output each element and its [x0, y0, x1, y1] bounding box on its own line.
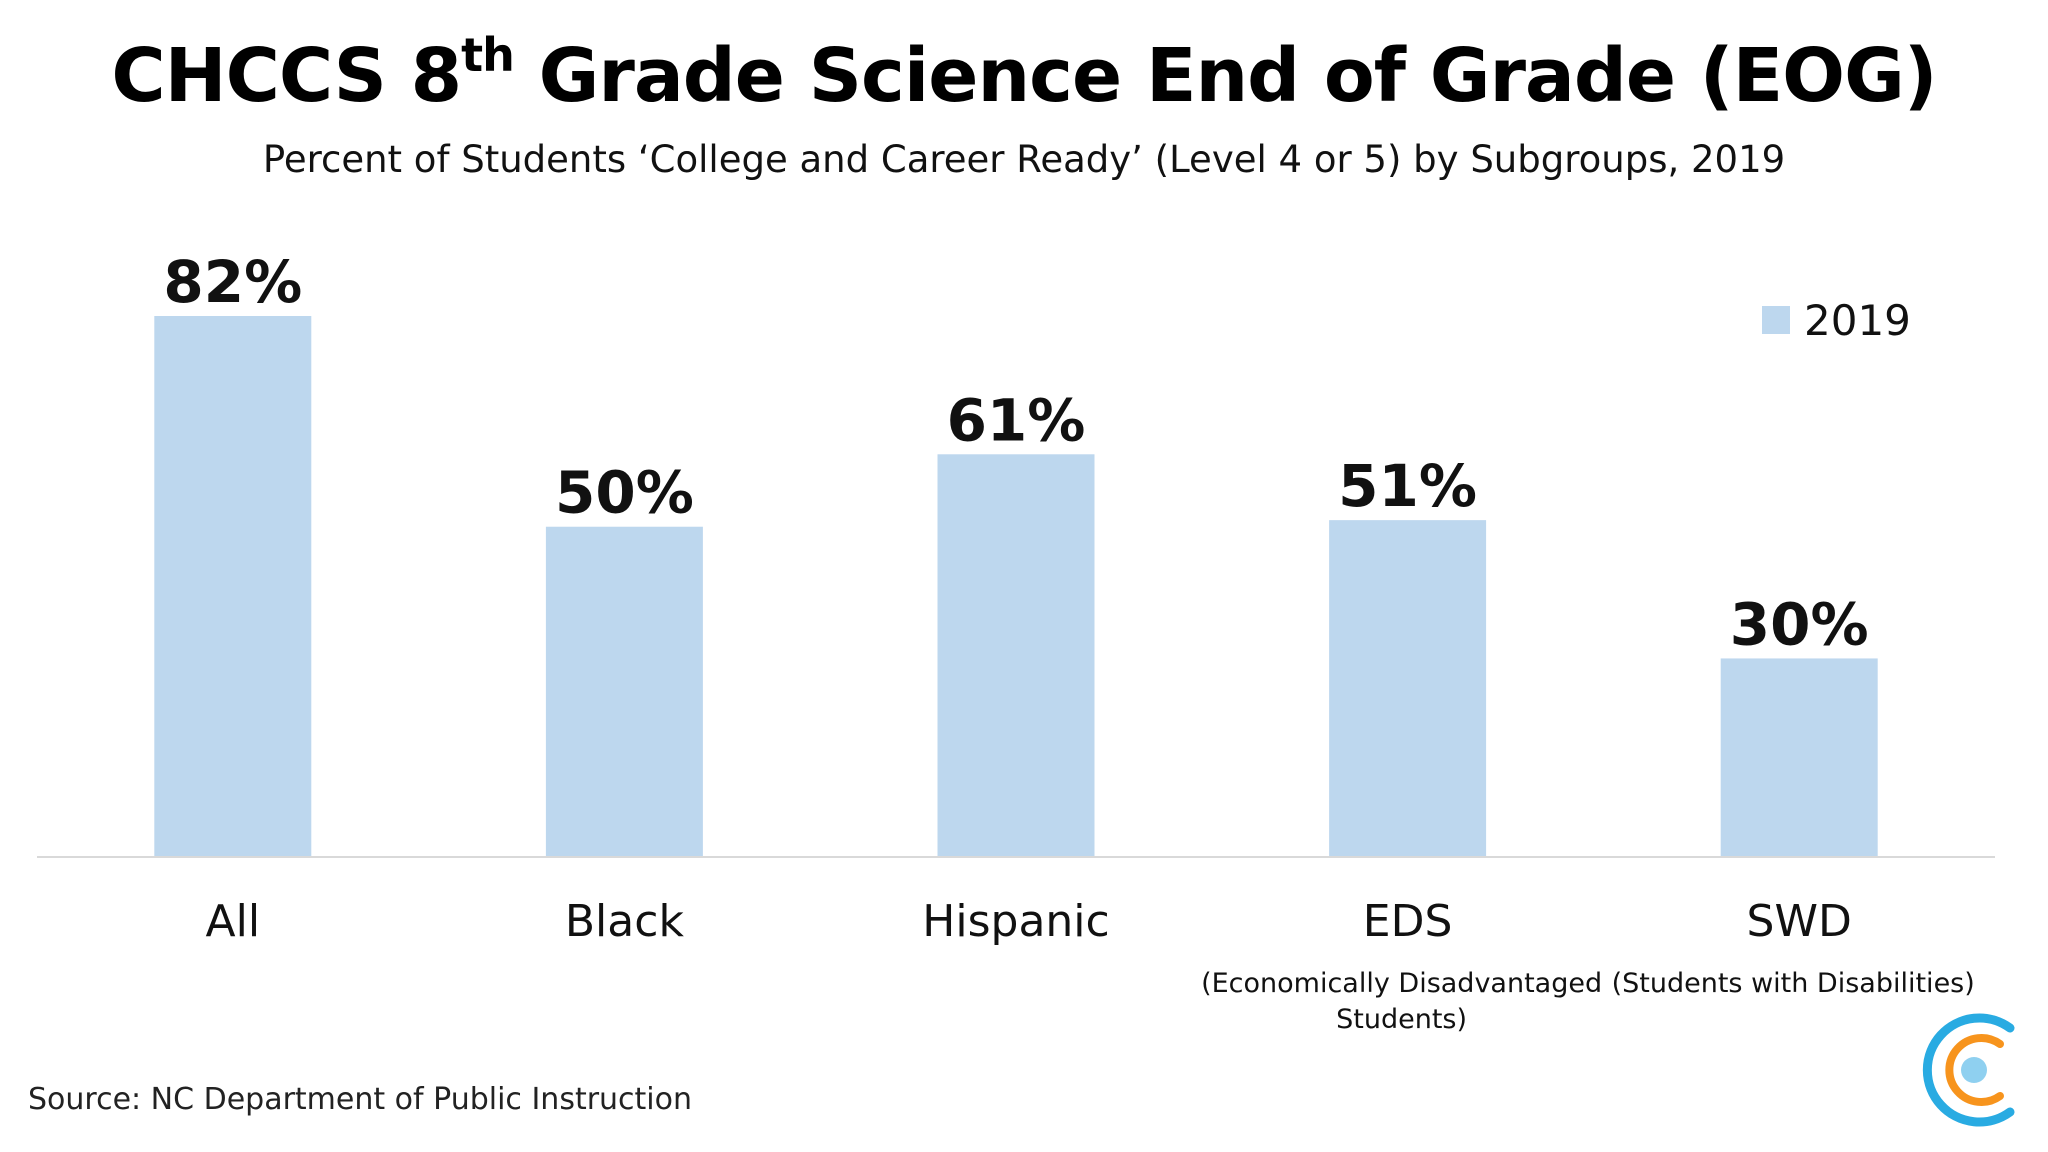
source-note: Source: NC Department of Public Instruct… [28, 1082, 692, 1117]
category-label-black: Black [565, 896, 685, 947]
category-label-all: All [206, 896, 261, 947]
value-label-all: 82% [163, 248, 302, 316]
value-label-eds: 51% [1338, 452, 1477, 520]
concentric-c-logo-icon [1912, 1008, 2024, 1132]
bar-hispanic [938, 454, 1095, 856]
category-label-swd: SWD [1747, 896, 1852, 947]
legend: 2019 [1762, 292, 1911, 348]
bar-all [154, 316, 311, 856]
legend-label: 2019 [1804, 296, 1911, 345]
category-label-eds: EDS [1363, 896, 1453, 947]
category-label-hispanic: Hispanic [922, 896, 1109, 947]
category-labels-group: All Black Hispanic EDS (Economically Disadva… [206, 896, 1975, 1035]
logo-center-dot [1961, 1057, 1987, 1083]
bar-swd [1721, 658, 1878, 856]
value-label-swd: 30% [1730, 590, 1869, 658]
category-note-eds: (Economically Disadvantaged Students) [1201, 968, 1602, 1035]
bar-black [546, 527, 703, 856]
legend-swatch [1762, 306, 1790, 334]
bar-eds [1329, 520, 1486, 856]
value-label-hispanic: 61% [947, 386, 1086, 454]
value-label-black: 50% [555, 459, 694, 527]
category-note-swd: (Students with Disabilities) [1612, 968, 1975, 999]
